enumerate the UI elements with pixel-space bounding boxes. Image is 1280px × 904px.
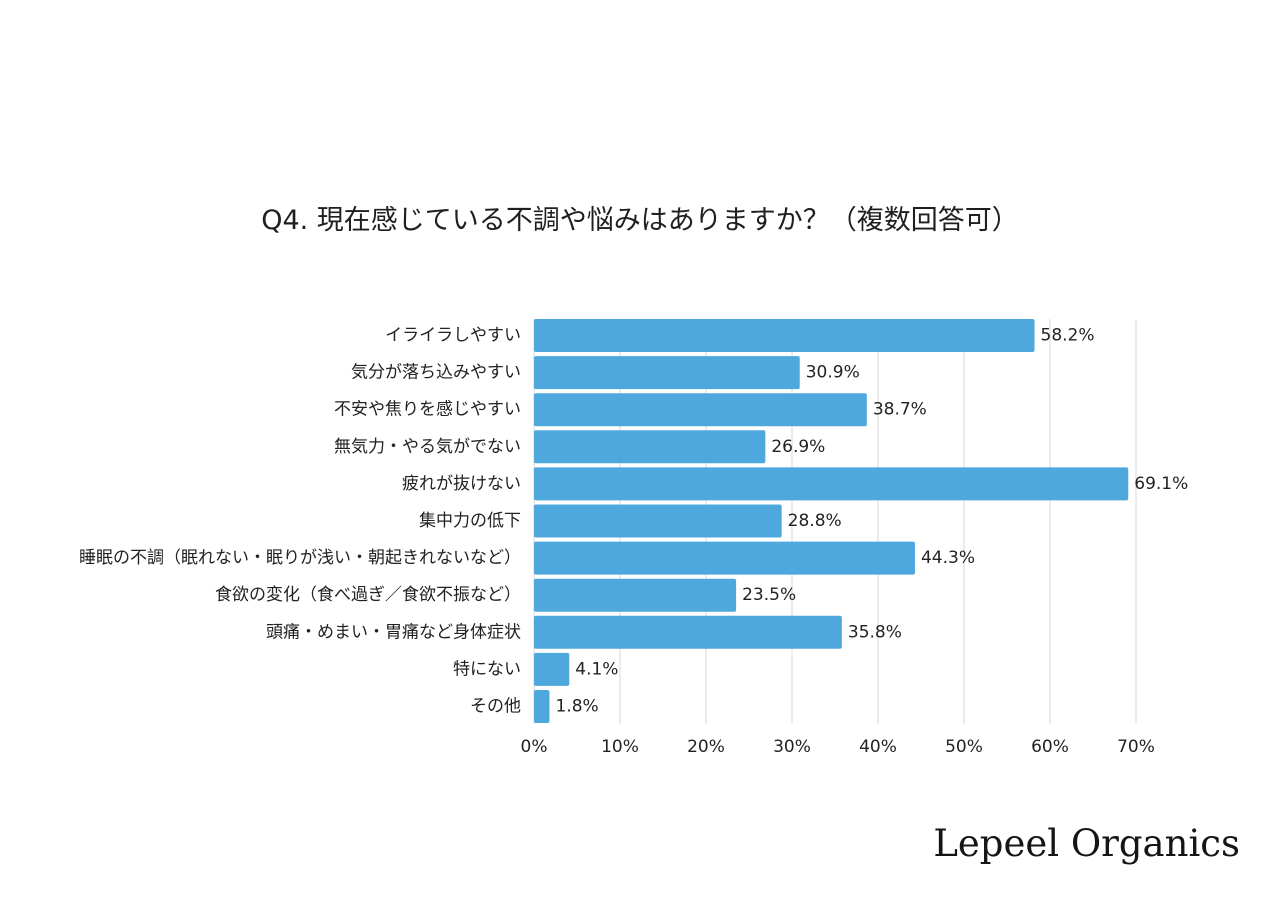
bar [534,652,570,686]
category-label: 集中力の低下 [419,511,521,531]
value-label: 38.7% [873,400,927,420]
bar [534,356,800,390]
category-label: 疲れが抜けない [402,474,521,494]
value-labels: 58.2% 30.9% 38.7% 26.9% 69.1% 28.8% 44.3% 23.5%… [555,326,1188,717]
value-label: 26.9% [771,437,825,457]
category-label: 特にない [453,659,521,679]
bar [534,690,550,723]
x-axis-ticks: 0% 10% 20% 30% 40% 50% 60% 70% [521,737,1155,757]
bar [534,615,842,649]
x-tick-label: 20% [687,737,725,757]
category-label: イライラしやすい [385,326,521,346]
category-label: 不安や焦りを感じやすい [334,400,521,420]
bar [534,319,1035,352]
value-label: 69.1% [1134,474,1188,494]
value-label: 1.8% [555,697,598,717]
category-label: 気分が落ち込みやすい [351,363,521,383]
value-label: 28.8% [788,511,842,531]
category-label: 無気力・やる気がでない [334,437,521,457]
bar [534,430,766,464]
bar [534,467,1129,501]
chart-title: Q4. 現在感じている不調や悩みはありますか？（複数回答可） [261,205,1019,236]
bar [534,504,782,538]
x-tick-label: 60% [1031,737,1069,757]
category-label: その他 [470,697,521,717]
value-label: 30.9% [806,363,860,383]
category-label: 頭痛・めまい・胃痛など身体症状 [266,622,521,642]
x-tick-label: 40% [859,737,897,757]
value-label: 23.5% [742,585,796,605]
x-tick-label: 10% [601,737,639,757]
x-tick-label: 50% [945,737,983,757]
bars [534,319,1129,723]
value-label: 44.3% [921,548,975,568]
x-tick-label: 70% [1117,737,1155,757]
category-label: 睡眠の不調（眠れない・眠りが浅い・朝起きれないなど） [79,548,521,568]
bar [534,541,915,575]
value-label: 4.1% [575,659,618,679]
bar [534,393,867,427]
brand-logo-text: Lepeel Organics [933,822,1240,865]
value-label: 58.2% [1041,326,1095,346]
category-labels: イライラしやすい気分が落ち込みやすい不安や焦りを感じやすい無気力・やる気がでない… [79,326,521,717]
x-tick-label: 0% [521,737,548,757]
category-label: 食欲の変化（食べ過ぎ／食欲不振など） [215,585,521,605]
x-tick-label: 30% [773,737,811,757]
value-label: 35.8% [848,622,902,642]
bar [534,578,737,612]
